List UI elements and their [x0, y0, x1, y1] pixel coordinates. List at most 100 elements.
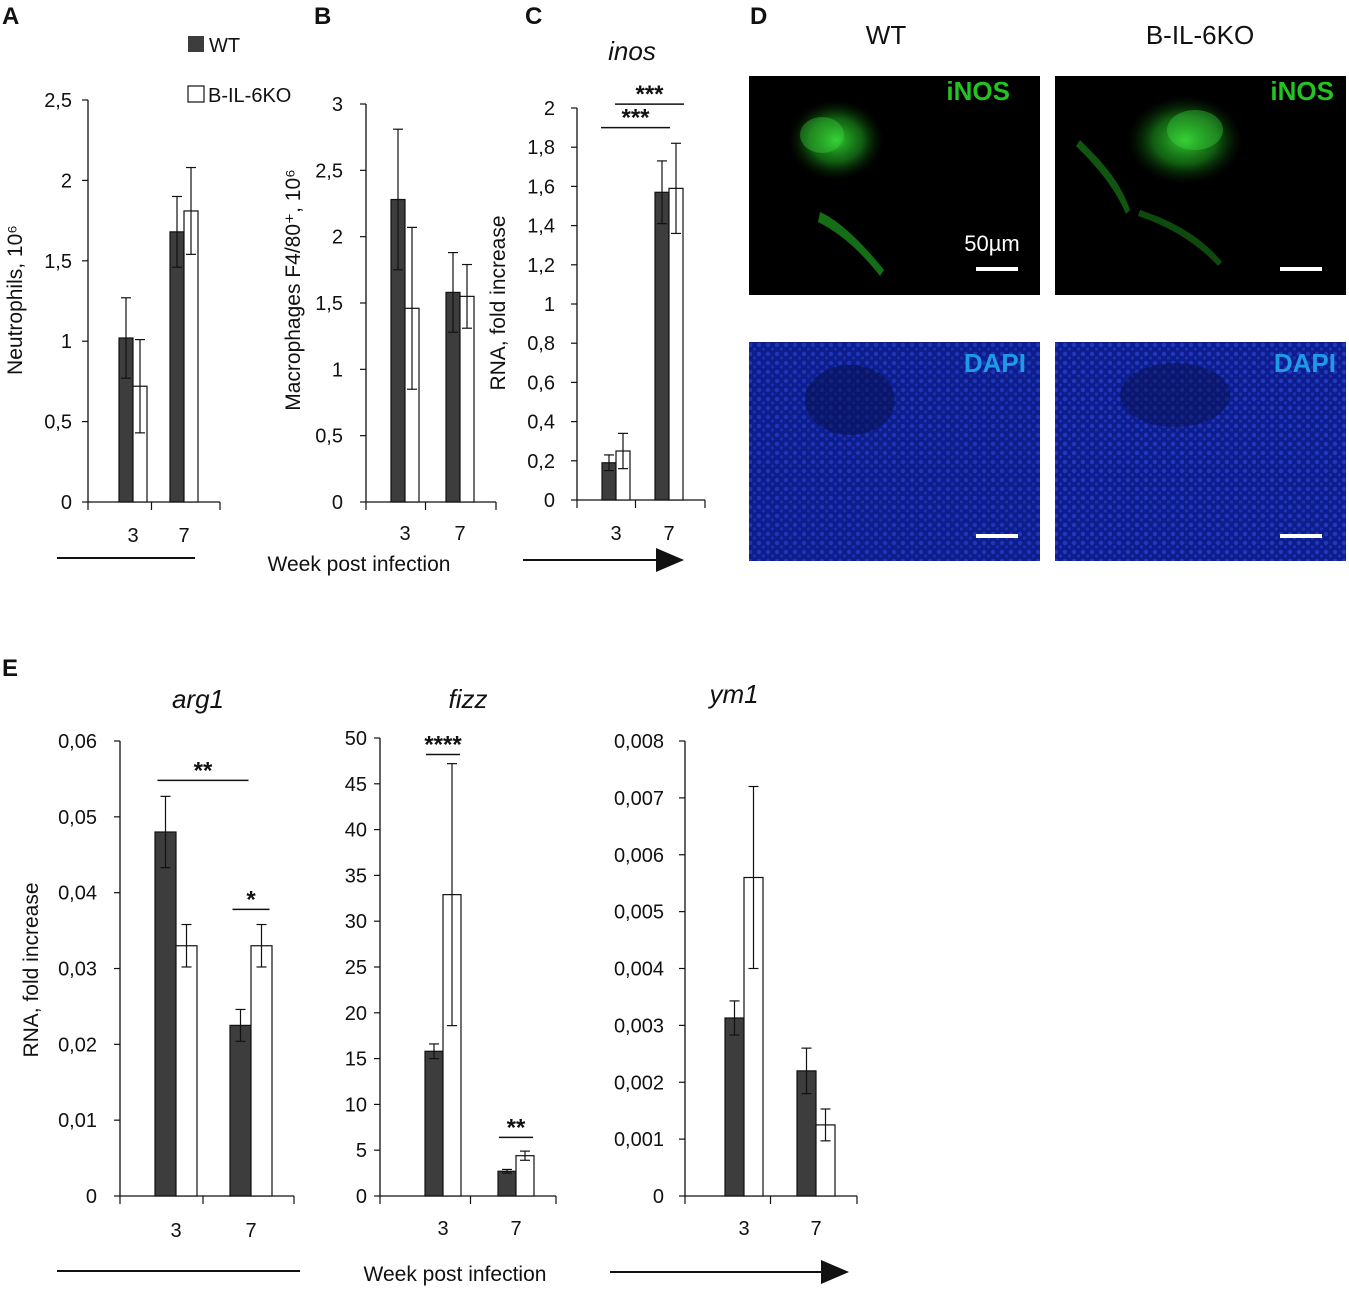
y-tick-label: 35 — [345, 865, 367, 887]
dapi-label-ko: DAPI — [1274, 348, 1336, 378]
y-tick-label: 1,8 — [527, 137, 555, 159]
chart-ym1: 0 0,001 0,002 0,003 0,004 0,005 0,006 0,007 0,00… — [614, 679, 858, 1240]
y-tick-label: 2 — [544, 98, 555, 120]
y-tick-label: 45 — [345, 774, 367, 796]
legend-swatch-wt — [188, 36, 204, 52]
y-tick-label: 0,007 — [614, 788, 664, 810]
micrograph-dapi-wt-background — [749, 342, 1040, 561]
scale-bar-inos-ko — [1280, 267, 1322, 271]
x-tick-label: 7 — [663, 523, 674, 545]
y-tick-label: 2,5 — [44, 90, 72, 112]
y-tick-label: 0 — [86, 1186, 97, 1208]
legend: WT B-IL-6KO — [187, 35, 291, 107]
significance-label: * — [246, 886, 256, 913]
y-tick-label: 1 — [61, 331, 72, 353]
x-tick-label: 3 — [399, 523, 410, 545]
y-tick-label: 0 — [61, 492, 72, 514]
chart-inos: 0 0,2 0,4 0,6 0,8 1 1,2 1,4 1,6 1,8 2 3 7 ****** RNA, … — [487, 36, 706, 545]
y-tick-label: 0,008 — [614, 731, 664, 753]
y-tick-label: 20 — [345, 1003, 367, 1025]
y-tick-label: 0,03 — [58, 959, 97, 981]
micro-column-title-wt: WT — [866, 20, 907, 50]
x-tick-label: 7 — [510, 1218, 521, 1240]
bar-ko-week7 — [515, 1155, 535, 1197]
x-tick-label: 3 — [738, 1218, 749, 1240]
micrograph-inos-ko: iNOS — [1055, 76, 1346, 295]
y-tick-label: 0,005 — [614, 902, 664, 924]
dapi-dark-region — [1120, 363, 1230, 427]
panel-letter-c: C — [525, 3, 542, 30]
shared-xlabel-bottom: Week post infection — [364, 1263, 547, 1286]
y-axis-label: Neutrophils, 10⁶ — [4, 225, 27, 375]
y-tick-label: 0 — [653, 1186, 664, 1208]
inos-label-wt: iNOS — [946, 76, 1010, 106]
x-tick-label: 3 — [437, 1218, 448, 1240]
micrograph-inos-wt: iNOS 50µm — [749, 76, 1040, 295]
bar-wt-week3 — [724, 1017, 745, 1197]
y-tick-label: 1 — [544, 294, 555, 316]
inos-label-ko: iNOS — [1270, 76, 1334, 106]
panel-letter-d: D — [750, 3, 767, 30]
y-tick-label: 0 — [544, 490, 555, 512]
chart-macrophages: 0 0,5 1 1,5 2 2,5 3 3 7 Macrophages F4/80⁺, 10⁶ — [282, 94, 497, 545]
micrograph-dapi-wt: DAPI — [749, 342, 1040, 561]
y-tick-label: 0,04 — [58, 883, 97, 905]
y-tick-label: 0,8 — [527, 333, 555, 355]
y-tick-label: 0,05 — [58, 807, 97, 829]
significance-label: **** — [424, 731, 462, 758]
scale-bar-inos-wt — [976, 267, 1018, 271]
y-tick-label: 0,004 — [614, 959, 664, 981]
scale-bar-label: 50µm — [964, 231, 1019, 256]
chart-title: fizz — [449, 684, 488, 714]
y-tick-label: 3 — [332, 94, 343, 116]
scale-bar-dapi-wt — [976, 534, 1018, 538]
shared-xlabel-top: Week post infection — [268, 553, 451, 576]
micrograph-inos-wt-background — [749, 76, 1040, 295]
y-tick-label: 30 — [345, 911, 367, 933]
inos-signal-cluster — [788, 100, 884, 180]
y-tick-label: 0,02 — [58, 1034, 97, 1056]
inos-vessel-structure — [818, 212, 884, 276]
scale-bar-dapi-ko — [1280, 534, 1322, 538]
y-tick-label: 2,5 — [315, 160, 343, 182]
y-tick-label: 0,6 — [527, 372, 555, 394]
y-tick-label: 0,006 — [614, 845, 664, 867]
y-tick-label: 1,2 — [527, 255, 555, 277]
inos-signal-cluster — [1127, 96, 1243, 184]
y-axis-label: RNA, fold increase — [20, 882, 43, 1057]
bar-wt-week3 — [154, 831, 177, 1197]
y-tick-label: 0,01 — [58, 1110, 97, 1132]
legend-label-ko: B-IL-6KO — [208, 85, 291, 107]
inos-signal-core — [800, 117, 844, 153]
micrograph-dapi-ko: DAPI — [1055, 342, 1346, 561]
inos-vessel-structure — [1138, 210, 1222, 266]
x-tick-label: 7 — [454, 523, 465, 545]
bar-wt-week7 — [169, 231, 185, 503]
legend-swatch-ko — [187, 85, 205, 103]
x-tick-label: 7 — [810, 1218, 821, 1240]
chart-title: ym1 — [707, 679, 758, 709]
bar-ko-week7 — [668, 187, 684, 501]
chart-arg1: 00,010,020,030,040,050,063 7***RNA, fold … — [20, 684, 295, 1242]
dapi-shading — [749, 342, 1040, 561]
y-tick-label: 5 — [356, 1140, 367, 1162]
panel-letter-a: A — [2, 3, 19, 30]
bar-wt-week7 — [229, 1024, 252, 1197]
chart-title: inos — [608, 36, 656, 66]
micro-column-title-ko: B-IL-6KO — [1146, 20, 1254, 50]
x-tick-label: 3 — [127, 525, 138, 547]
bar-ko-week3 — [175, 945, 198, 1197]
bar-wt-week7 — [654, 191, 670, 501]
y-tick-label: 0,06 — [58, 731, 97, 753]
y-tick-label: 25 — [345, 957, 367, 979]
inos-vessel-structure — [1076, 140, 1130, 214]
y-tick-label: 40 — [345, 820, 367, 842]
y-tick-label: 1,5 — [315, 293, 343, 315]
dapi-label-wt: DAPI — [964, 348, 1026, 378]
y-tick-label: 0,5 — [44, 412, 72, 434]
y-tick-label: 1,6 — [527, 176, 555, 198]
y-tick-label: 0 — [332, 492, 343, 514]
significance-label: *** — [635, 81, 664, 108]
inos-signal-core — [1167, 110, 1223, 150]
